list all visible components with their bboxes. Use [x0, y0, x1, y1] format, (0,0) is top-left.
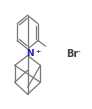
Text: +: +	[35, 49, 40, 54]
Text: Br: Br	[66, 49, 78, 59]
Text: N: N	[27, 49, 34, 58]
Text: -: -	[77, 49, 80, 54]
